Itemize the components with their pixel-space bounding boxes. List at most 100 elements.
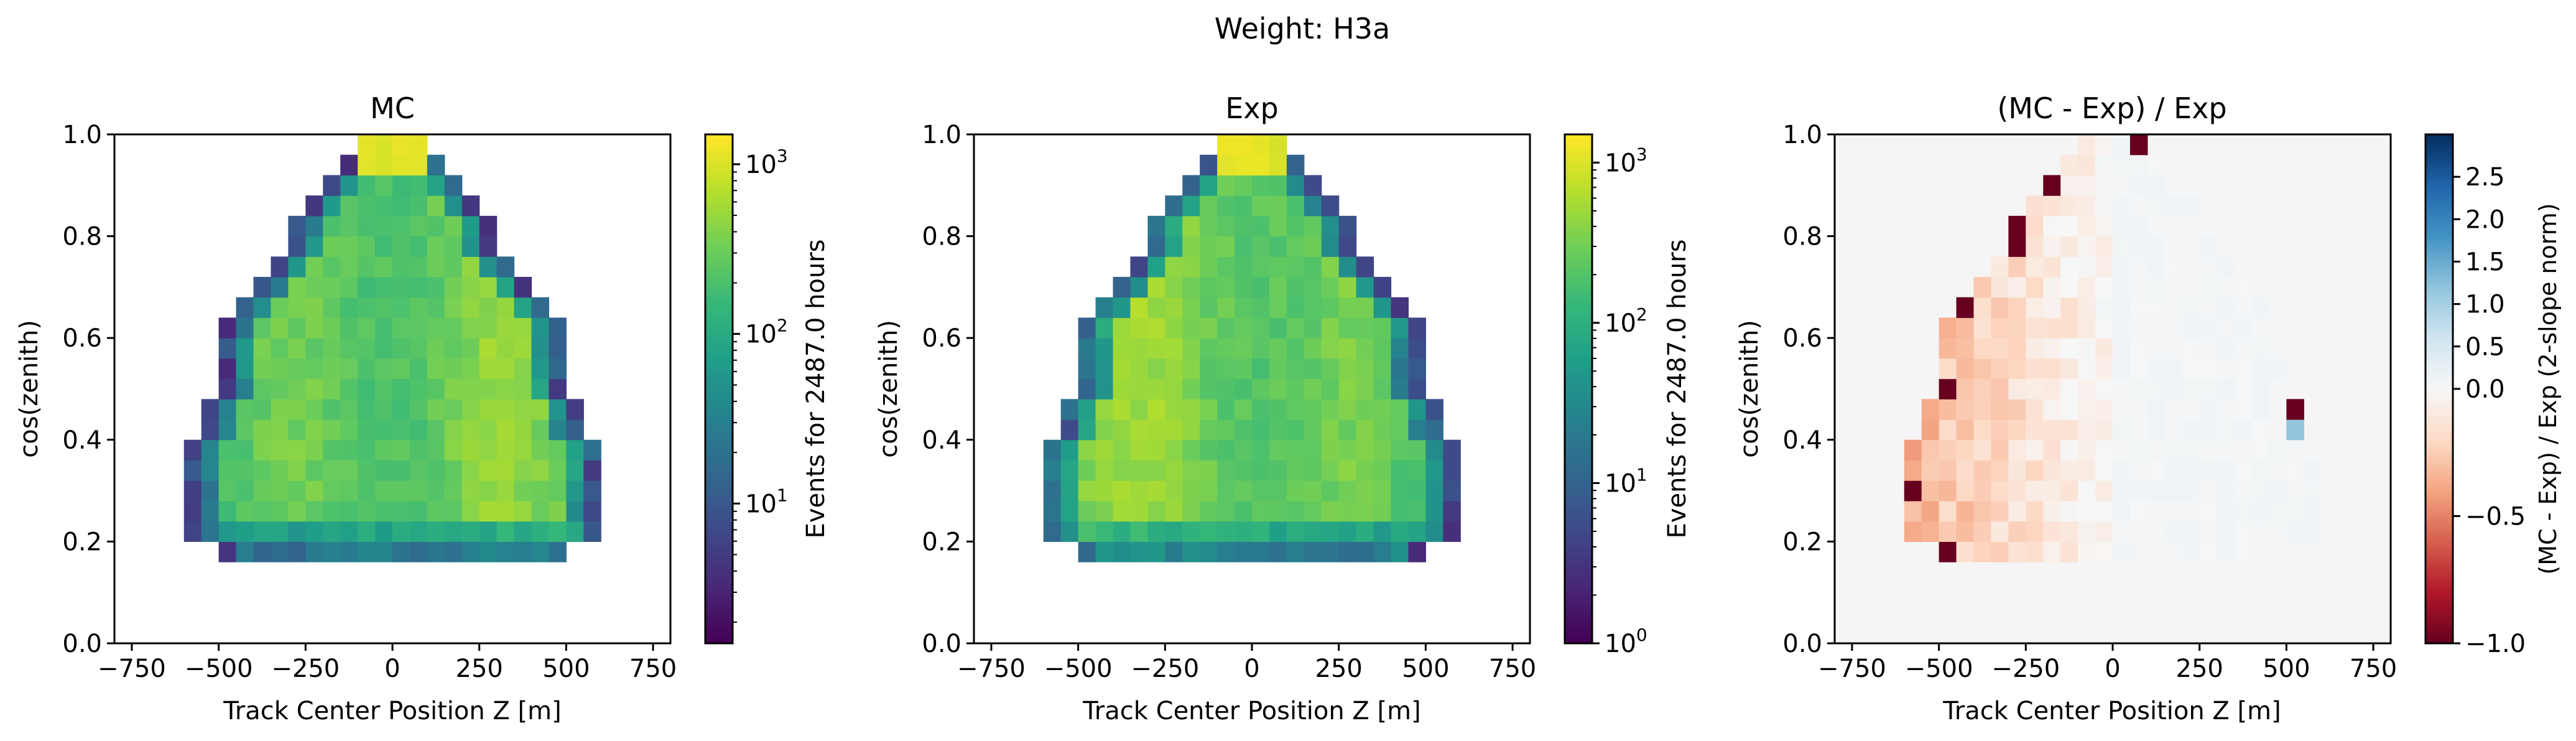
x-tick-label: 0 (2105, 655, 2120, 683)
heatmap-cell (531, 399, 550, 420)
x-axis-label: Track Center Position Z [m] (1942, 697, 2281, 725)
colorbar-segment (705, 308, 733, 314)
heatmap-cell (392, 317, 410, 338)
heatmap-cell (2095, 521, 2113, 542)
heatmap-cell (479, 460, 498, 481)
heatmap-cell (1304, 541, 1322, 562)
heatmap-cell (1130, 297, 1148, 319)
colorbar-segment (1565, 227, 1592, 233)
heatmap-cell (427, 480, 445, 501)
colorbar-tick-label: 1.0 (2465, 291, 2505, 319)
colorbar-segment (705, 546, 733, 551)
heatmap-cell (514, 277, 532, 298)
colorbar-tick-label: 2.5 (2465, 163, 2505, 192)
heatmap-cell (496, 378, 515, 399)
heatmap-cell (2026, 439, 2044, 461)
colorbar-segment (2425, 570, 2453, 574)
colorbar-segment (705, 278, 733, 284)
heatmap-cell (358, 338, 376, 359)
heatmap-cell (2043, 297, 2061, 319)
heatmap-cell (2199, 500, 2218, 522)
heatmap-cell (531, 358, 550, 380)
colorbar-segment (1565, 367, 1592, 373)
heatmap-cell (1200, 277, 1218, 298)
heatmap-cell (1408, 541, 1426, 562)
colorbar-segment (1565, 533, 1592, 538)
heatmap-cell (375, 480, 393, 501)
heatmap-cell (409, 378, 428, 399)
y-tick-label: 0.0 (922, 630, 961, 658)
heatmap-cell (1356, 317, 1374, 338)
colorbar-segment (1565, 189, 1592, 195)
heatmap-cell (2026, 195, 2044, 217)
colorbar-segment (2425, 589, 2453, 593)
heatmap-cell (2217, 541, 2235, 562)
colorbar-segment (2425, 535, 2453, 539)
heatmap-cell (2026, 378, 2044, 399)
heatmap-cell (1425, 500, 1443, 522)
y-axis-label: cos(zenith) (874, 320, 903, 458)
colorbar-segment (705, 151, 733, 156)
heatmap-cell (444, 460, 463, 481)
heatmap-cell (1373, 500, 1392, 522)
colorbar-segment (2425, 213, 2453, 218)
x-tick-label: 250 (1315, 655, 1363, 683)
heatmap-cell (444, 419, 463, 440)
heatmap-cell (2182, 338, 2200, 359)
heatmap-cell (2182, 277, 2200, 298)
colorbar-segment (2425, 417, 2453, 421)
heatmap-cell (2060, 521, 2078, 542)
heatmap-cell (1235, 500, 1253, 522)
colorbar-segment (1565, 579, 1592, 585)
heatmap-cell (218, 500, 237, 522)
colorbar-segment (2425, 493, 2453, 498)
heatmap-cell (566, 480, 584, 501)
heatmap-cell (1286, 460, 1305, 481)
heatmap-cell (253, 521, 272, 542)
colorbar-segment (705, 363, 733, 368)
colorbar-segment (1565, 605, 1592, 610)
colorbar-segment (2425, 299, 2453, 304)
colorbar-segment (1565, 406, 1592, 411)
heatmap-cell (1217, 317, 1235, 338)
heatmap-cell (1373, 277, 1392, 298)
heatmap-cell (236, 439, 254, 461)
heatmap-cell (2026, 521, 2044, 542)
heatmap-cell (340, 480, 358, 501)
heatmap-cell (1200, 419, 1218, 440)
heatmap-cell (2078, 338, 2096, 359)
heatmap-cell (236, 297, 254, 319)
colorbar-segment (1565, 528, 1592, 534)
heatmap-cell (305, 277, 323, 298)
heatmap-cell (392, 480, 410, 501)
heatmap-cell (1408, 500, 1426, 522)
heatmap-cell (2182, 378, 2200, 399)
heatmap-cell (323, 460, 341, 481)
heatmap-cell (1200, 399, 1218, 420)
heatmap-cell (479, 236, 498, 257)
heatmap-cell (1304, 195, 1322, 217)
y-tick-label: 0.0 (1782, 630, 1822, 658)
heatmap-cell (1321, 256, 1340, 277)
heatmap-cell (2129, 195, 2148, 217)
heatmap-cell (1956, 317, 1975, 338)
colorbar-segment (705, 134, 733, 139)
colorbar-segment (1565, 635, 1592, 640)
heatmap-cell (2060, 317, 2078, 338)
colorbar-segment (705, 219, 733, 224)
heatmap-cell (253, 541, 272, 562)
heatmap-cell (1113, 460, 1131, 481)
heatmap-cell (323, 175, 341, 196)
heatmap-cell (1252, 277, 1270, 298)
heatmap-cell (2164, 215, 2183, 237)
heatmap-cell (1269, 195, 1287, 217)
heatmap-cell (288, 215, 306, 237)
heatmap-cell (201, 460, 220, 481)
heatmap-cell (2060, 419, 2078, 440)
heatmap-cell (1165, 521, 1183, 542)
heatmap-cell (444, 297, 463, 319)
heatmap-cell (2043, 175, 2061, 196)
heatmap-cell (1113, 399, 1131, 420)
heatmap-cell (1252, 154, 1270, 176)
colorbar-segment (2425, 595, 2453, 600)
